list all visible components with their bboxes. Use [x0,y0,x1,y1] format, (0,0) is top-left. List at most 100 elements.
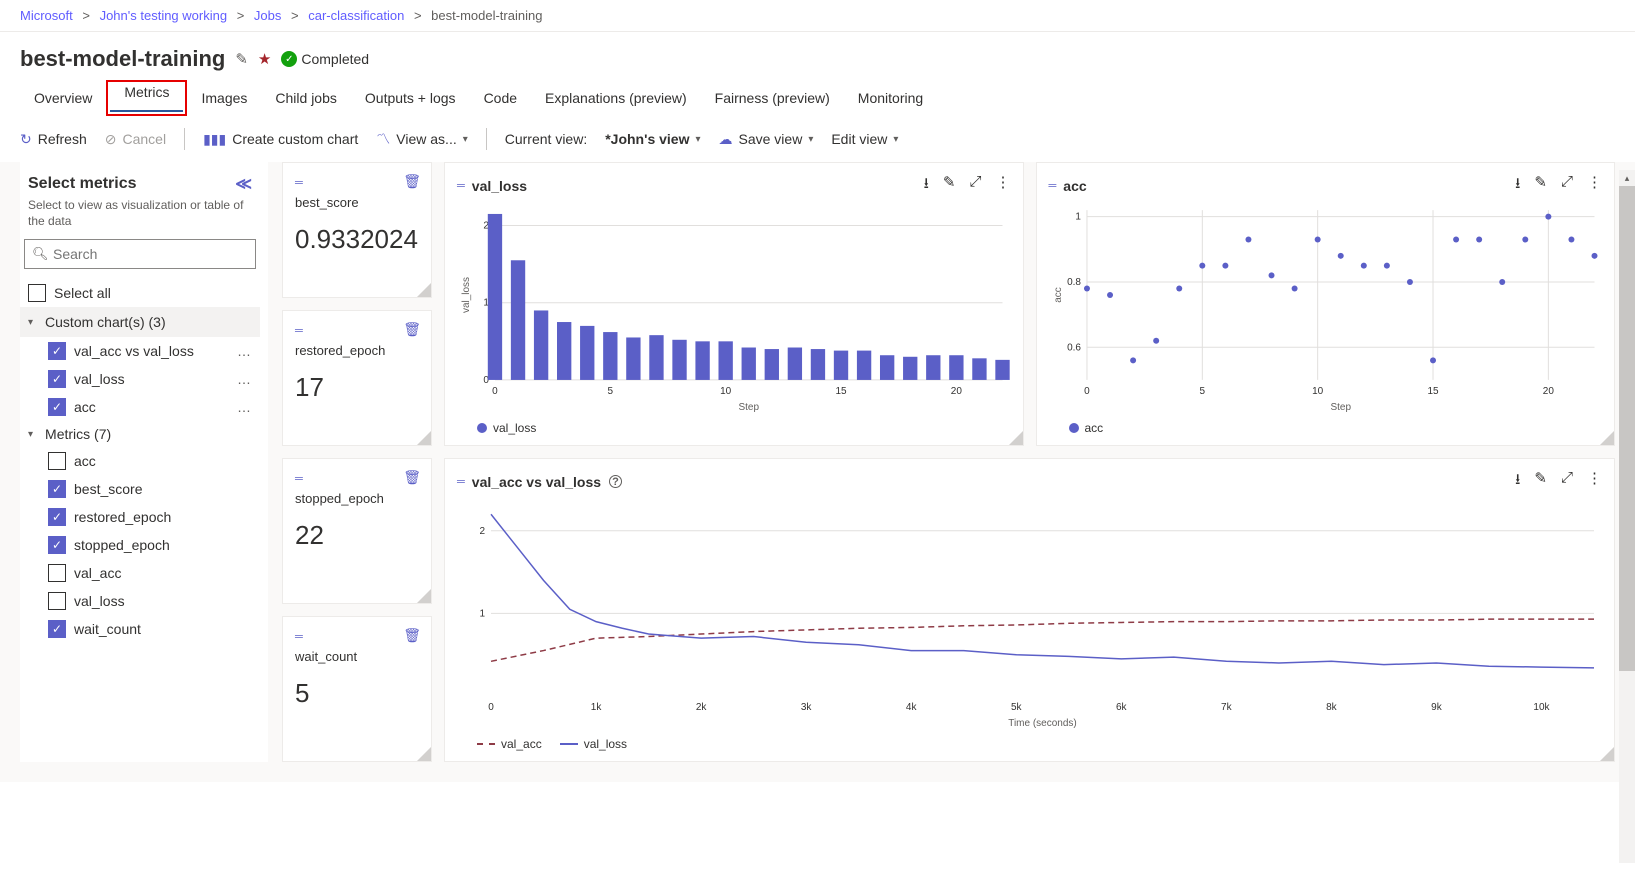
search-input[interactable] [24,239,256,269]
svg-text:10: 10 [720,386,732,397]
checkbox[interactable] [48,564,66,582]
download-icon[interactable]: ⭳ [1515,469,1520,494]
more-icon[interactable]: ⋮ [1587,173,1602,198]
current-view-dropdown[interactable]: *John's view ▾ [605,131,700,147]
more-icon[interactable]: ⋮ [996,173,1011,198]
drag-handle-icon[interactable]: ═ [1049,180,1056,192]
view-as-button[interactable]: 〽 View as... ▾ [376,129,467,149]
scroll-up-icon[interactable]: ▴ [1619,170,1635,186]
drag-handle-icon[interactable]: ═ [295,631,302,643]
tab-fairness[interactable]: Fairness (preview) [701,80,844,116]
trash-icon[interactable]: 🗑 [403,173,421,190]
checkbox[interactable] [28,284,46,302]
drag-handle-icon[interactable]: ═ [457,476,464,488]
tab-monitoring[interactable]: Monitoring [844,80,937,116]
chart-title: val_acc vs val_loss [472,474,601,490]
download-icon[interactable]: ⭳ [1515,173,1520,198]
edit-view-button[interactable]: Edit view ▾ [831,131,898,147]
more-icon[interactable]: … [237,399,252,415]
sidebar-item[interactable]: ✓acc… [20,393,260,421]
checkbox[interactable]: ✓ [48,536,66,554]
metric-card-restored-epoch: ═ 🗑 restored_epoch 17 [282,310,432,446]
breadcrumb-item[interactable]: John's testing working [100,8,228,23]
toolbar: ↻ Refresh ⊘ Cancel ▮▮▮ Create custom cha… [0,116,1635,162]
trash-icon[interactable]: 🗑 [403,321,421,338]
resize-handle[interactable] [417,747,431,761]
resize-handle[interactable] [417,589,431,603]
refresh-button[interactable]: ↻ Refresh [20,131,87,148]
checkbox[interactable]: ✓ [48,342,66,360]
more-icon[interactable]: … [237,343,252,359]
resize-handle[interactable] [1600,431,1614,445]
tab-overview[interactable]: Overview [20,80,106,116]
resize-handle[interactable] [417,283,431,297]
breadcrumb-item[interactable]: Jobs [254,8,281,23]
sidebar-item-label: best_score [74,481,142,497]
select-all-row[interactable]: Select all [20,279,260,307]
sidebar-item[interactable]: val_loss [20,587,260,615]
edit-icon[interactable]: ✎ [1534,469,1547,494]
tab-explanations[interactable]: Explanations (preview) [531,80,701,116]
expand-icon[interactable]: ⤢ [1561,173,1573,198]
more-icon[interactable]: … [237,371,252,387]
trash-icon[interactable]: 🗑 [403,627,421,644]
sidebar-item-label: val_loss [74,371,125,387]
chevron-down-icon: ▾ [28,429,33,440]
tab-images[interactable]: Images [187,80,261,116]
scrollbar[interactable]: ▴ [1619,170,1635,863]
sidebar-item[interactable]: ✓stopped_epoch [20,531,260,559]
create-chart-button[interactable]: ▮▮▮ Create custom chart [203,131,358,148]
sidebar-hint: Select to view as visualization or table… [20,198,260,239]
save-view-label: Save view [739,131,803,147]
checkbox[interactable] [48,452,66,470]
tab-child-jobs[interactable]: Child jobs [261,80,350,116]
bar-chart-icon: ▮▮▮ [203,131,226,148]
group-header-custom-charts[interactable]: ▾ Custom chart(s) (3) [20,307,260,337]
breadcrumb-item[interactable]: car-classification [308,8,404,23]
checkbox[interactable]: ✓ [48,370,66,388]
checkbox[interactable] [48,592,66,610]
edit-icon[interactable]: ✎ [943,173,956,198]
save-view-button[interactable]: ☁ Save view ▾ [719,131,814,148]
tab-code[interactable]: Code [470,80,531,116]
sidebar-item[interactable]: ✓ val_loss … [20,365,260,393]
breadcrumb-item[interactable]: Microsoft [20,8,73,23]
resize-handle[interactable] [1600,747,1614,761]
expand-icon[interactable]: ⤢ [969,173,981,198]
tab-outputs-logs[interactable]: Outputs + logs [351,80,470,116]
group-header-metrics[interactable]: ▾ Metrics (7) [20,421,260,447]
sidebar-item[interactable]: ✓restored_epoch [20,503,260,531]
drag-handle-icon[interactable]: ═ [295,473,302,485]
sidebar-item[interactable]: ✓wait_count [20,615,260,643]
download-icon[interactable]: ⭳ [924,173,929,198]
drag-handle-icon[interactable]: ═ [457,180,464,192]
collapse-icon[interactable]: ≪ [235,174,252,194]
resize-handle[interactable] [417,431,431,445]
svg-text:4k: 4k [906,702,918,713]
edit-icon[interactable]: ✎ [235,50,248,68]
checkbox[interactable]: ✓ [48,508,66,526]
checkbox[interactable]: ✓ [48,480,66,498]
scrollbar-thumb[interactable] [1619,186,1635,671]
search-box[interactable]: 🔍︎ [24,239,256,269]
drag-handle-icon[interactable]: ═ [295,177,302,189]
edit-icon[interactable]: ✎ [1534,173,1547,198]
sidebar-item[interactable]: ✓val_acc vs val_loss… [20,337,260,365]
sidebar-item[interactable]: val_acc [20,559,260,587]
sidebar-item[interactable]: ✓ best_score [20,475,260,503]
svg-text:0.8: 0.8 [1067,277,1081,288]
tab-metrics[interactable]: Metrics [110,74,183,112]
star-icon[interactable]: ★ [258,50,271,68]
resize-handle[interactable] [1009,431,1023,445]
svg-text:val_loss: val_loss [461,277,472,313]
drag-handle-icon[interactable]: ═ [295,325,302,337]
info-icon[interactable]: ? [609,475,622,488]
more-icon[interactable]: ⋮ [1587,469,1602,494]
metric-card-stopped-epoch: ═ 🗑 stopped_epoch 22 [282,458,432,604]
sidebar-item[interactable]: acc [20,447,260,475]
svg-text:0: 0 [492,386,498,397]
trash-icon[interactable]: 🗑 [403,469,421,486]
checkbox[interactable]: ✓ [48,620,66,638]
checkbox[interactable]: ✓ [48,398,66,416]
expand-icon[interactable]: ⤢ [1561,469,1573,494]
